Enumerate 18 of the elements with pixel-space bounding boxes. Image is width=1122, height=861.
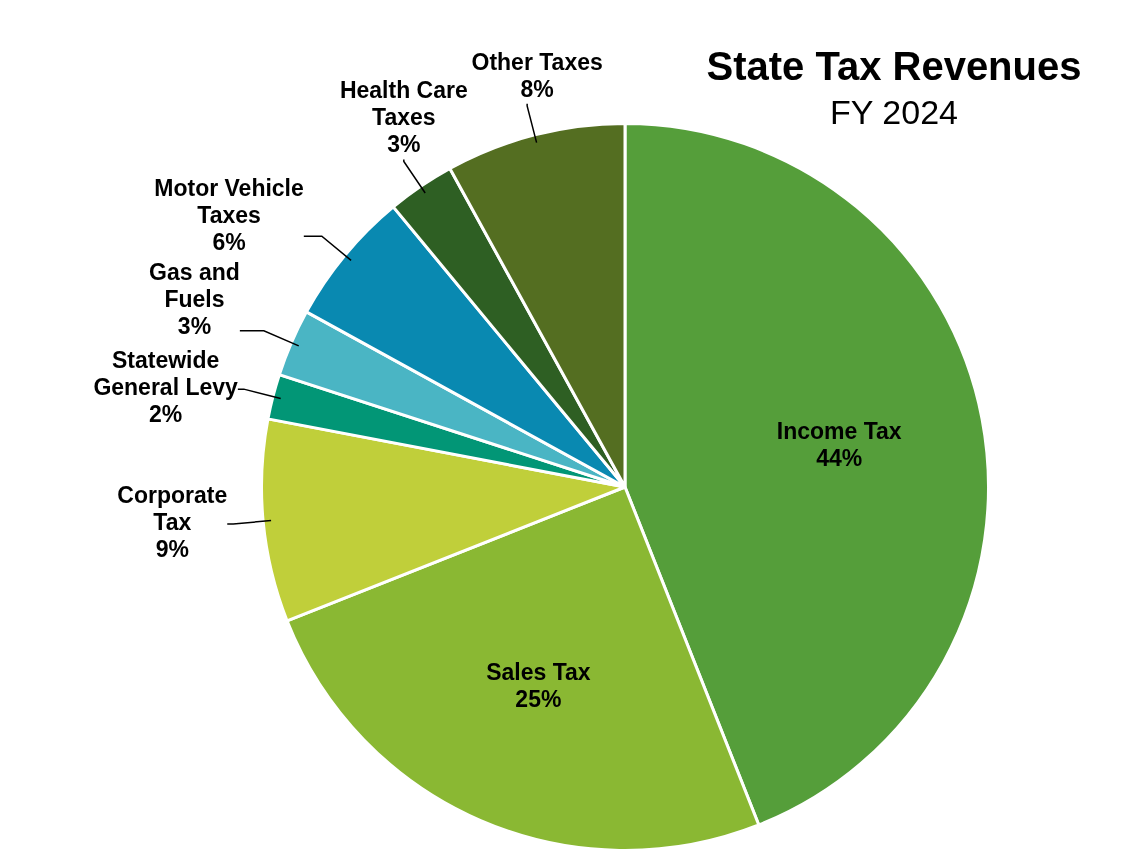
data-label: 3% xyxy=(177,313,212,340)
data-label: 6% xyxy=(212,228,246,255)
slice-label: Corporate Tax xyxy=(117,482,228,536)
text: FY 2024 xyxy=(829,93,959,132)
slice-label: Income Tax xyxy=(776,417,902,444)
slice-label: Statewide General Levy xyxy=(93,347,239,401)
data-label: 9% xyxy=(155,536,189,563)
data-label: 44% xyxy=(816,444,863,471)
data-label: 25% xyxy=(515,686,562,713)
slice-label: Other Taxes xyxy=(471,48,603,75)
data-label: 2% xyxy=(149,401,183,428)
chart-title: State Tax Revenues xyxy=(705,44,1083,89)
data-label: 3% xyxy=(387,131,421,158)
slice-label: Health Care Taxes xyxy=(339,77,468,131)
slice-label: Gas and Fuels xyxy=(149,259,240,313)
slice-label: Sales Tax xyxy=(486,659,591,686)
data-label: 8% xyxy=(520,75,554,102)
slice-label: Motor Vehicle Taxes xyxy=(154,174,304,228)
